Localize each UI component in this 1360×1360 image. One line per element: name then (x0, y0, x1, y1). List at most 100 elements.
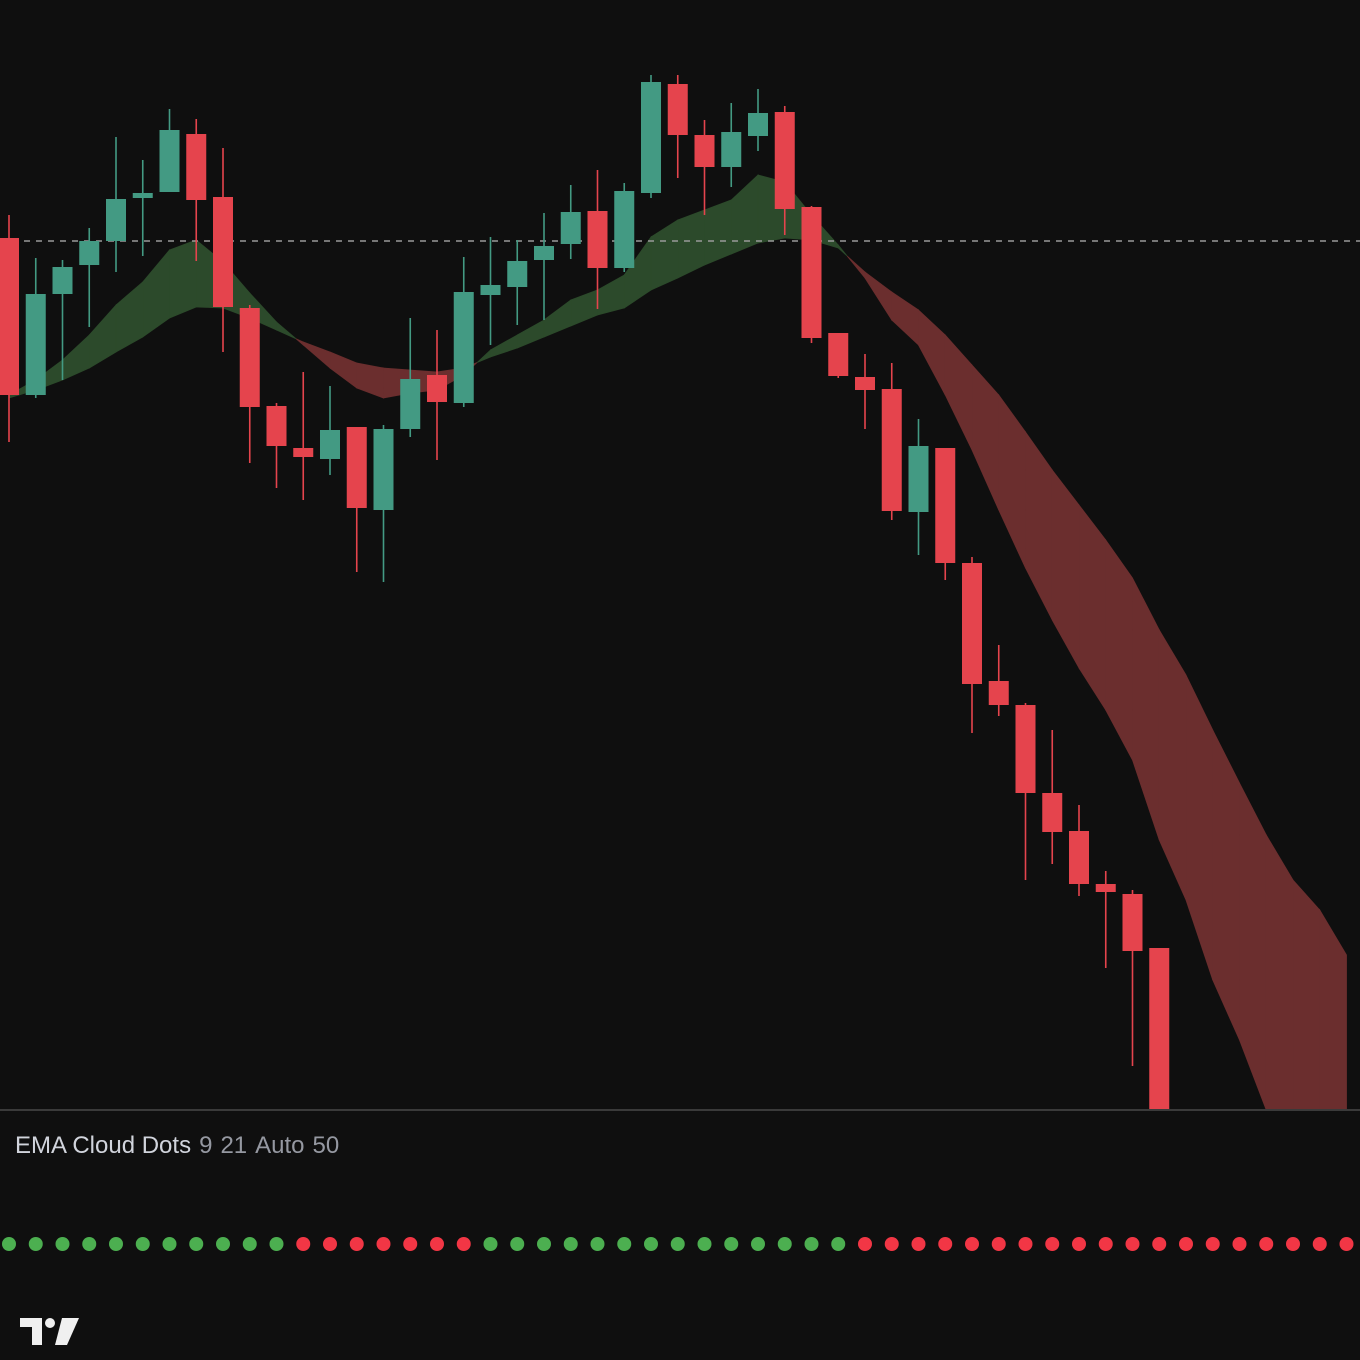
candle-body (106, 199, 126, 241)
signal-dot (991, 1237, 1006, 1251)
signal-dot (28, 1237, 43, 1251)
signal-dot (1205, 1237, 1220, 1251)
candle-body (320, 430, 340, 459)
candle-body (132, 193, 153, 198)
candle-body (1095, 884, 1116, 892)
candle-body (1042, 793, 1063, 832)
signal-dot (510, 1237, 525, 1251)
candle-body (988, 681, 1009, 705)
signal-dot (1045, 1237, 1060, 1251)
signal-dot (323, 1237, 337, 1251)
candle-body (1149, 948, 1170, 1110)
candle-body (748, 113, 768, 136)
candle-body (159, 130, 180, 192)
tradingview-logo (20, 1318, 79, 1345)
signal-dot (563, 1237, 578, 1251)
signal-dot (1125, 1237, 1140, 1251)
signal-dot (965, 1237, 979, 1251)
indicator-inputs: 9 21 Auto 50 (199, 1132, 339, 1159)
signal-dot (1018, 1237, 1033, 1251)
signal-dot (1286, 1237, 1300, 1251)
candle-body (587, 211, 608, 268)
signal-dot (1152, 1237, 1167, 1251)
candle-body (266, 406, 287, 446)
signal-dot (697, 1237, 712, 1251)
signal-dot (590, 1237, 605, 1251)
candle-body (239, 308, 260, 407)
candle-body (1015, 705, 1036, 793)
candle-body (1122, 894, 1143, 951)
signal-dot (1339, 1237, 1354, 1251)
signal-dot (858, 1237, 872, 1251)
signal-dot (135, 1237, 150, 1251)
candle-body (507, 261, 528, 287)
candle-body (828, 333, 849, 376)
candle-body (534, 246, 554, 260)
signal-dot (831, 1237, 846, 1251)
signal-dot (296, 1237, 311, 1251)
candle-body (400, 379, 421, 429)
candle-body (721, 132, 742, 167)
signal-dots (2, 1237, 1354, 1251)
candle-body (52, 267, 73, 294)
signal-dot (777, 1237, 792, 1251)
signal-dot (2, 1237, 16, 1251)
candle-body (881, 389, 902, 511)
signal-dot (1312, 1237, 1327, 1251)
candle-body (79, 241, 100, 265)
candle-body (667, 84, 688, 135)
signal-dot (82, 1237, 97, 1251)
indicator-input: 21 (220, 1132, 247, 1159)
signal-dot (216, 1237, 230, 1251)
candle-body (186, 134, 207, 200)
signal-dot (537, 1237, 551, 1251)
candle-body (213, 197, 233, 307)
candle-body (0, 238, 19, 395)
ema-cloud (276, 321, 297, 340)
signal-dot (884, 1237, 899, 1251)
candle-body (293, 448, 314, 457)
signal-dot (189, 1237, 204, 1251)
signal-dot (109, 1237, 123, 1251)
signal-dot (55, 1237, 70, 1251)
candle-body (373, 429, 394, 510)
signal-dot (242, 1237, 257, 1251)
signal-dot (1232, 1237, 1247, 1251)
candle-body (855, 377, 875, 390)
ema-cloud (1319, 908, 1347, 1110)
signal-dot (403, 1237, 418, 1251)
signal-dot (376, 1237, 391, 1251)
signal-dot (1179, 1237, 1193, 1251)
candle-body (614, 191, 635, 268)
candle-body (480, 285, 501, 295)
indicator-input: Auto (255, 1132, 304, 1159)
signal-dot (804, 1237, 819, 1251)
candle-body (453, 292, 474, 403)
signal-dot (269, 1237, 284, 1251)
indicator-name: EMA Cloud Dots (15, 1132, 191, 1159)
signal-dot (1098, 1237, 1113, 1251)
signal-dot (724, 1237, 739, 1251)
candle-body (962, 563, 982, 684)
signal-dot (349, 1237, 364, 1251)
candle-body (801, 207, 822, 338)
signal-dot (483, 1237, 498, 1251)
ema-cloud (169, 239, 197, 319)
main-pane (0, 75, 1360, 1110)
candle-body (560, 212, 581, 244)
signal-dot (162, 1237, 177, 1251)
signal-dot (644, 1237, 658, 1251)
candle-body (427, 375, 447, 402)
ema-cloud (704, 199, 732, 266)
candle-body (641, 82, 661, 193)
signal-dot (617, 1237, 632, 1251)
candle-body (25, 294, 46, 395)
candle-body (1069, 831, 1089, 884)
indicator-input: 50 (313, 1132, 340, 1159)
candle-body (694, 135, 715, 167)
signal-dot (751, 1237, 765, 1251)
signal-dot (670, 1237, 685, 1251)
signal-dot (938, 1237, 953, 1251)
